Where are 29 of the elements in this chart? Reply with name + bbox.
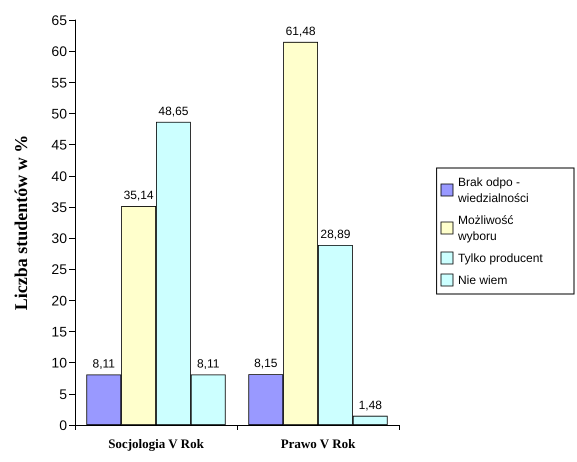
y-tick-label: 5 [59,386,68,402]
y-tick-label: 25 [51,261,68,278]
y-tick-label: 45 [51,136,68,153]
y-tick-label: 20 [51,292,68,308]
y-tick-label: 65 [51,12,68,28]
y-tick-label: 60 [51,43,68,60]
data-label: 1,48 [358,398,382,412]
y-axis-title: Liczba studentów w % [11,134,31,310]
data-label: 35,14 [124,188,154,202]
legend-label: Brak odpo - wiedzialności [457,175,529,205]
y-tick-label: 55 [51,74,68,90]
y-tick-label: 30 [51,230,68,246]
data-label: 28,89 [320,226,351,241]
legend-label: Możliwość wyboru [457,213,517,243]
y-tick-label: 10 [51,354,68,371]
data-label: 48,65 [158,104,189,118]
y-tick-label: 0 [59,417,68,433]
data-label: 8,15 [254,356,278,370]
data-label: 61,48 [286,24,316,38]
data-label: 8,11 [197,356,220,370]
data-label: 8,11 [92,356,116,370]
legend-label: Nie wiem [458,273,508,287]
y-tick-label: 15 [51,324,68,340]
x-tick-label: Socjologia V Rok [108,436,205,451]
y-tick-label: 35 [51,198,68,215]
legend-label: Tylko producent [458,251,544,265]
x-tick-label: Prawo V Rok [280,436,356,451]
y-tick-label: 40 [51,168,68,184]
y-tick-label: 50 [51,105,68,122]
